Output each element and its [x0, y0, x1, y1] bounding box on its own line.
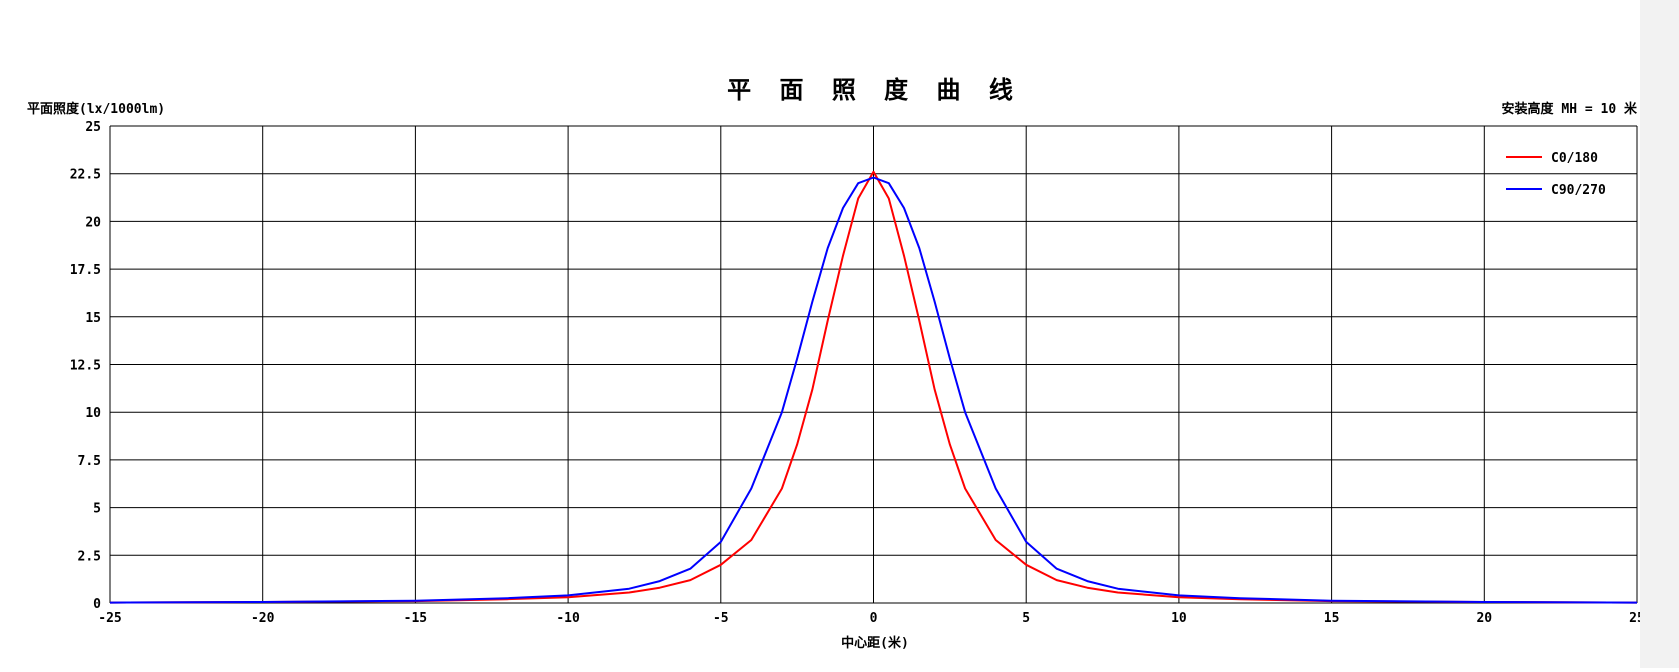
legend: C0/180 C90/270	[1506, 151, 1606, 198]
y-tick-label: 17.5	[70, 263, 101, 278]
x-tick-label: 5	[1022, 611, 1030, 626]
x-tick-label: -5	[713, 611, 729, 626]
y-tick-labels: 0 2.5 5 7.5 10 12.5 15 17.5 20 22.5 25	[70, 120, 101, 612]
legend-label: C0/180	[1551, 151, 1598, 166]
y-tick-label: 0	[93, 597, 101, 612]
y-tick-label: 7.5	[78, 454, 101, 469]
series-line-c90-270	[109, 176, 1638, 604]
y-tick-label: 15	[85, 311, 101, 326]
y-tick-label: 22.5	[70, 168, 101, 183]
y-tick-label: 25	[85, 120, 101, 135]
y-tick-label: 10	[85, 406, 101, 421]
mount-height-annotation: 安装高度 MH = 10 米	[1502, 101, 1638, 117]
x-tick-label: -10	[556, 611, 580, 626]
x-tick-label: 0	[870, 611, 878, 626]
window-edge-strip	[1640, 0, 1679, 668]
y-tick-label: 5	[93, 502, 101, 517]
y-tick-label: 20	[85, 215, 101, 230]
y-tick-label: 2.5	[78, 549, 101, 564]
x-tick-labels: -25 -20 -15 -10 -5 0 5 10 15 20 25	[98, 611, 1645, 626]
y-axis-label: 平面照度(lx/1000lm)	[27, 101, 165, 117]
x-axis-label: 中心距(米)	[841, 635, 909, 651]
x-tick-label: -20	[251, 611, 275, 626]
series-line-c0-180	[109, 170, 1638, 604]
x-tick-label: 15	[1324, 611, 1340, 626]
series-lines	[109, 170, 1638, 604]
chart-title: 平 面 照 度 曲 线	[727, 75, 1023, 104]
grid-lines	[109, 125, 1638, 604]
x-tick-label: -15	[404, 611, 427, 626]
x-tick-label: 10	[1171, 611, 1187, 626]
legend-label: C90/270	[1551, 183, 1606, 198]
x-tick-label: 20	[1476, 611, 1492, 626]
y-tick-label: 12.5	[70, 359, 101, 374]
x-tick-label: -25	[98, 611, 121, 626]
